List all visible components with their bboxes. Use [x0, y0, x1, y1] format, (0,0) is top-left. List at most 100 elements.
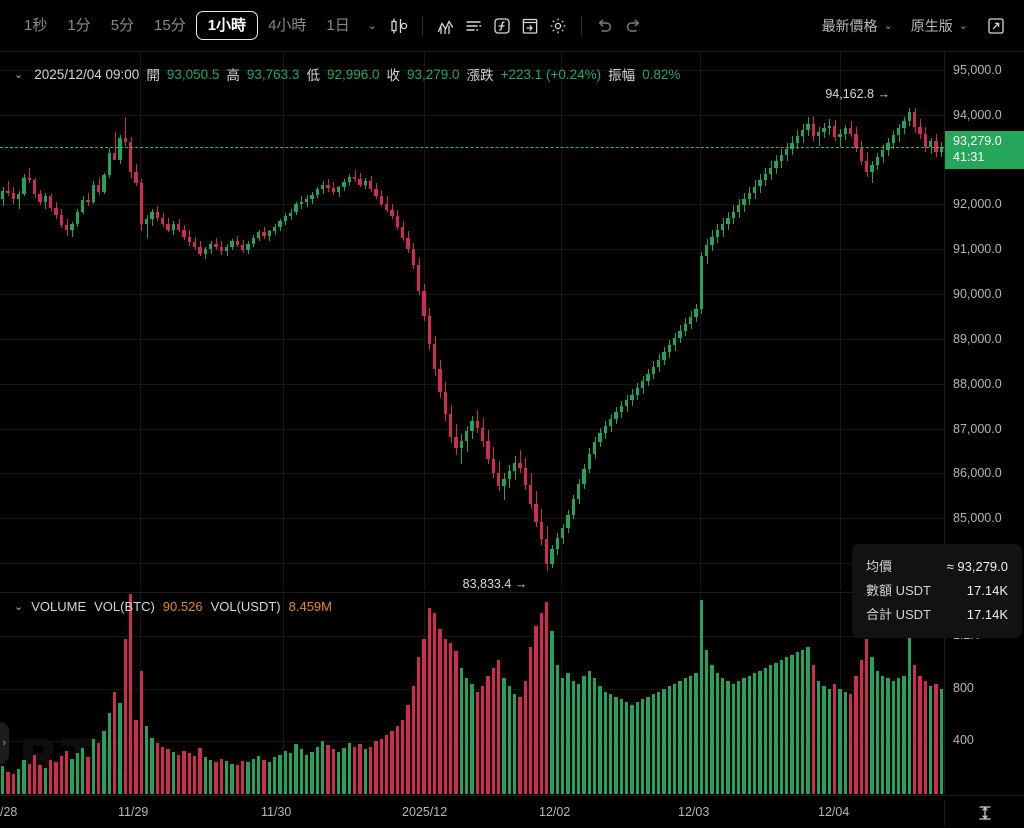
candle-body [598, 433, 602, 443]
candle-body [774, 161, 778, 168]
fullscreen-icon[interactable] [982, 12, 1010, 40]
price-mode-dropdown[interactable]: 最新價格 ⌄ [822, 16, 893, 36]
volume-bar [38, 765, 42, 794]
volume-bar [134, 720, 138, 794]
volume-bar [870, 657, 874, 794]
reset-scale-icon[interactable] [974, 802, 996, 824]
price-gridline [0, 249, 944, 251]
timeframe-15分[interactable]: 15分 [154, 17, 186, 34]
low-value: 92,996.0 [326, 66, 380, 82]
candle-body [390, 209, 394, 217]
candle-body [161, 217, 165, 225]
volume-bar [219, 758, 223, 794]
timeframe-5分[interactable]: 5分 [110, 17, 135, 34]
volume-bar [449, 642, 453, 794]
time-gridline [424, 52, 425, 590]
candle-body [102, 174, 106, 192]
candle-body [150, 211, 154, 219]
undo-icon[interactable] [591, 12, 619, 40]
chevron-right-icon: › [2, 737, 6, 749]
list-icon[interactable] [460, 12, 488, 40]
volume-bar [897, 678, 901, 794]
candle-body [342, 182, 346, 188]
candle-body [315, 189, 319, 195]
redo-icon[interactable] [619, 12, 647, 40]
sidebar-expand-handle[interactable]: › [0, 722, 9, 764]
volume-bar [70, 758, 74, 794]
volume-bar [454, 650, 458, 794]
volume-bar [193, 755, 197, 794]
price-gridline [0, 204, 944, 206]
template-icon[interactable] [516, 12, 544, 40]
volume-bar [257, 755, 261, 794]
volume-bar [545, 602, 549, 794]
price-axis-label: 86,000.0 [953, 466, 1002, 481]
function-icon[interactable] [488, 12, 516, 40]
volume-bar [726, 681, 730, 794]
volume-bar [315, 746, 319, 794]
candle-body [753, 186, 757, 193]
candle-body [822, 128, 826, 132]
candle-body [918, 127, 922, 135]
volume-bar [358, 744, 362, 794]
candle-body [454, 436, 458, 449]
candle-body [801, 130, 805, 137]
volume-collapse-icon[interactable]: ⌄ [14, 601, 24, 613]
candle-body [523, 468, 527, 486]
time-axis[interactable]: /28 11/29 11/30 2025/12 12/02 12/03 12/04 [0, 795, 1024, 828]
volume-bar [1, 766, 5, 794]
candle-body [27, 177, 31, 181]
version-dropdown[interactable]: 原生版 ⌄ [911, 16, 968, 36]
volume-bar [849, 694, 853, 794]
price-gridline [0, 114, 944, 116]
amplitude-value: 0.82% [642, 66, 681, 82]
legend-collapse-icon[interactable]: ⌄ [14, 68, 24, 81]
candle-body [139, 182, 143, 225]
timeframe-selector[interactable]: 1秒 1分 5分 15分 1小時 4小時 1日 [14, 11, 360, 40]
stats-row: 均價 ≈ 93,279.0 [866, 555, 1008, 579]
candle-body [310, 194, 314, 200]
current-price-badge[interactable]: 93,279.0 41:31 [945, 131, 1024, 170]
candle-body [305, 199, 309, 202]
indicators-icon[interactable] [432, 12, 460, 40]
price-chart-pane[interactable]: 94,162.8 → 83,833.4 → [0, 52, 944, 590]
candle-body [571, 499, 575, 515]
volume-bar [742, 678, 746, 794]
close-label: 收 [386, 68, 401, 83]
volume-bar [417, 657, 421, 794]
price-gridline [0, 69, 944, 71]
badge-countdown: 41:31 [953, 149, 985, 164]
timeframe-1分[interactable]: 1分 [67, 17, 91, 34]
settings-icon[interactable] [544, 12, 572, 40]
timeframe-1秒[interactable]: 1秒 [24, 17, 48, 34]
volume-bar [683, 678, 687, 794]
timeframe-more-chevron-icon[interactable]: ⌄ [367, 20, 377, 32]
volume-bar [614, 696, 618, 794]
timeframe-1小時[interactable]: 1小時 [195, 11, 259, 40]
candle-body [113, 152, 117, 160]
volume-chart-pane[interactable] [0, 592, 944, 795]
volume-bar [246, 762, 250, 794]
timeframe-4小時[interactable]: 4小時 [268, 17, 307, 34]
vol-btc-value: 90.526 [162, 599, 203, 614]
candle-body [561, 528, 565, 538]
volume-bar [17, 769, 21, 794]
candle-body [379, 196, 383, 204]
volume-bar [779, 660, 783, 794]
timeframe-1日[interactable]: 1日 [326, 17, 350, 34]
candle-body [59, 215, 63, 226]
price-axis[interactable]: 95,000.0 94,000.0 92,000.0 91,000.0 90,000.0… [944, 52, 1024, 795]
volume-bar [150, 737, 154, 794]
candlestick-icon[interactable] [385, 12, 413, 40]
candle-body [134, 172, 138, 183]
volume-bar [438, 628, 442, 794]
candle-body [273, 226, 277, 232]
candle-body [177, 224, 181, 231]
candle-body [683, 323, 687, 331]
volume-bar [705, 649, 709, 794]
volume-bar [593, 678, 597, 794]
candle-body [267, 231, 271, 236]
candle-body [155, 211, 159, 218]
stats-label: 合計 USDT [866, 607, 932, 623]
volume-bar [566, 673, 570, 794]
